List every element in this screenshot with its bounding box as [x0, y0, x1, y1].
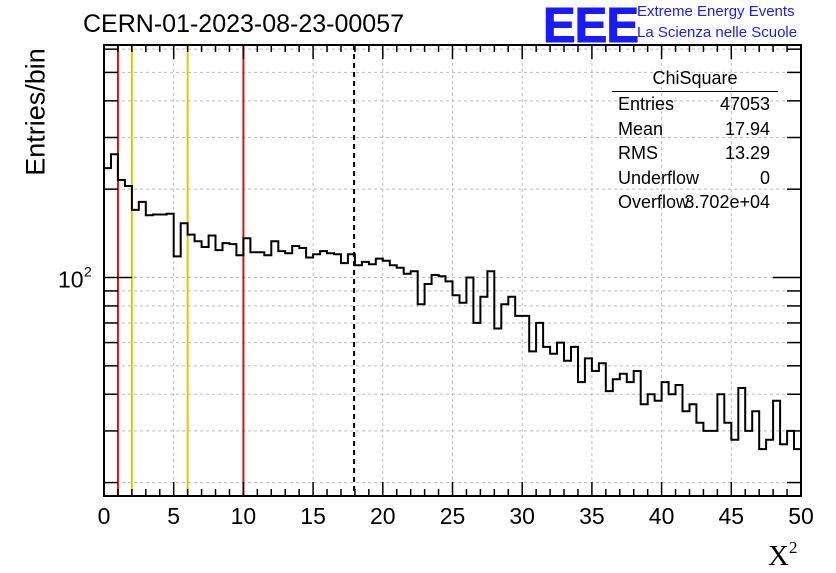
stats-row-underflow: Underflow 0	[612, 166, 778, 191]
logo-line-2: La Scienza nelle Scuole	[637, 24, 798, 41]
x-tick-label: 35	[579, 503, 605, 529]
stats-box: ChiSquare Entries 47053 Mean 17.94 RMS 1…	[612, 68, 778, 215]
chart-title: CERN-01-2023-08-23-00057	[83, 10, 405, 38]
y-axis-label: Entries/bin	[20, 48, 51, 176]
stats-key: RMS	[618, 143, 658, 163]
stats-row-mean: Mean 17.94	[612, 117, 778, 142]
stats-key: Overflow	[618, 192, 690, 212]
x-tick-label: 0	[98, 503, 111, 529]
stats-key: Entries	[618, 94, 675, 114]
y-tick-label-exponent: 2	[84, 263, 92, 279]
marker-lines	[116, 45, 356, 496]
stats-value: 47053	[719, 94, 770, 114]
logo-line-1: Extreme Energy Events	[637, 3, 795, 20]
y-tick-label: 10	[58, 266, 84, 292]
x-axis-label-exponent: 2	[788, 538, 798, 557]
x-tick-label: 15	[300, 503, 326, 529]
axis-ticks	[103, 45, 802, 496]
x-tick-label: 10	[231, 503, 257, 529]
histogram-line	[104, 153, 801, 451]
x-tick-label: 45	[719, 503, 745, 529]
stats-value: 17.94	[724, 118, 770, 139]
x-tick-label: 5	[167, 503, 180, 529]
x-tick-label: 25	[440, 503, 466, 529]
x-tick-label: 30	[509, 503, 535, 529]
stats-value: 13.29	[724, 143, 770, 163]
stats-value: 0	[759, 167, 770, 188]
x-axis-label-base: X	[768, 540, 789, 572]
stats-row-entries: Entries 47053	[612, 92, 778, 117]
stats-row-overflow: Overflow 3.702e+04	[612, 190, 778, 215]
x-tick-label: 20	[370, 503, 396, 529]
stats-value: 3.702e+04	[684, 192, 770, 212]
x-tick-label: 50	[788, 503, 814, 529]
stats-row-rms: RMS 13.29	[612, 141, 778, 166]
stats-title: ChiSquare	[612, 68, 778, 92]
eee-logo: EEE	[542, 0, 639, 54]
stats-key: Mean	[618, 118, 664, 139]
stats-key: Underflow	[618, 167, 700, 188]
x-tick-label: 40	[649, 503, 675, 529]
x-axis-label: X2	[768, 538, 797, 573]
